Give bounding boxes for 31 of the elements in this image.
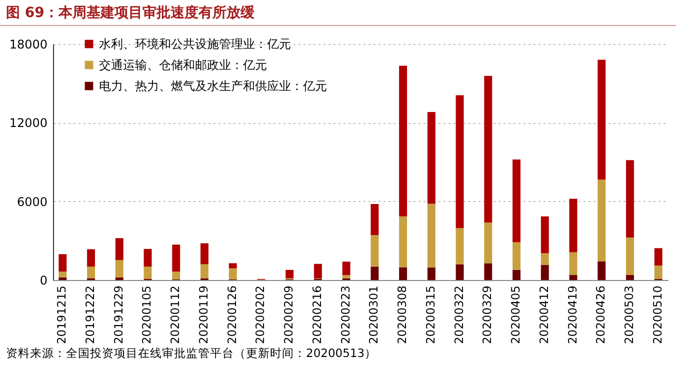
- x-tick-label: 20200105: [140, 286, 154, 344]
- x-tick-label: 20200322: [452, 286, 466, 344]
- y-tick-label: 6000: [16, 194, 48, 209]
- x-tick-label: 20200329: [480, 286, 494, 344]
- y-tick-label: 18000: [9, 38, 48, 52]
- x-tick-label: 20200426: [594, 286, 608, 344]
- legend-label: 电力、热力、燃气及水生产和供应业：亿元: [99, 79, 327, 93]
- x-tick-label: 20200202: [253, 286, 268, 344]
- x-tick-label: 20200510: [650, 286, 664, 344]
- x-tick-label: 20200112: [168, 286, 182, 344]
- x-tick-label: 20191229: [111, 286, 126, 344]
- legend-label: 水利、环境和公共设施管理业：亿元: [99, 37, 291, 51]
- chart-title: 图 69：本周基建项目审批速度有所放缓: [0, 0, 676, 26]
- x-tick-label: 20200119: [196, 286, 210, 344]
- x-tick-label: 20200216: [310, 286, 324, 344]
- x-tick-label: 20200405: [508, 286, 523, 344]
- x-tick-label: 20200126: [224, 286, 239, 344]
- legend-label: 交通运输、仓储和邮政业：亿元: [99, 58, 267, 72]
- x-tick-label: 20191222: [83, 286, 98, 344]
- x-tick-label: 20200301: [366, 286, 381, 344]
- x-tick-label: 20200315: [423, 286, 438, 344]
- x-tick-label: 20200419: [565, 286, 580, 344]
- text: 资料来源：全国投资项目在线审批监管平台（更新时间：20200513）: [5, 346, 378, 361]
- x-tick-label: 20200503: [622, 286, 636, 344]
- x-tick-label: 20200412: [536, 286, 551, 344]
- x-tick-label: 20191215: [54, 286, 69, 344]
- y-tick-label: 12000: [9, 116, 48, 130]
- y-tick-label: 0: [40, 274, 48, 288]
- x-tick-label: 20200209: [282, 286, 296, 344]
- x-tick-label: 20200223: [338, 286, 352, 344]
- x-tick-label: 20200308: [395, 286, 410, 344]
